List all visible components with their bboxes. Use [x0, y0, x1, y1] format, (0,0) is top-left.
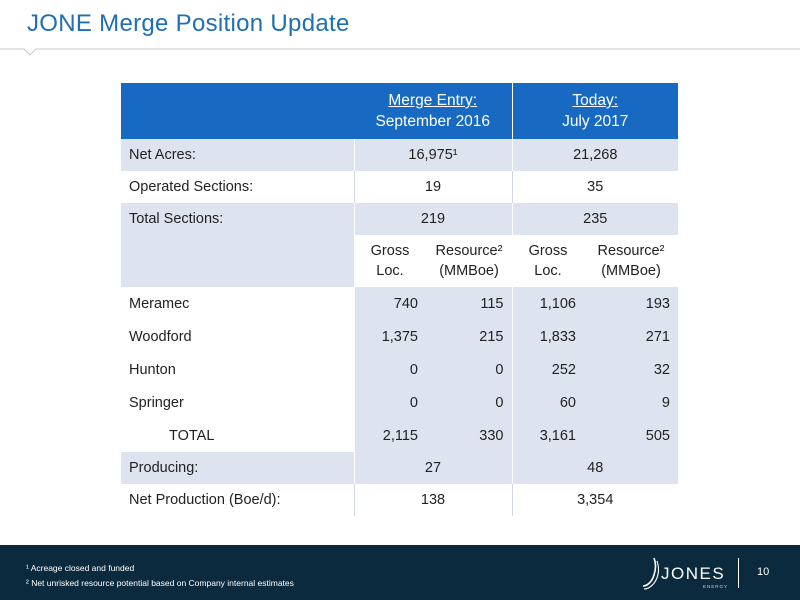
row-label: Operated Sections:: [129, 179, 254, 195]
header-merge-entry-label: Merge Entry:: [388, 92, 478, 109]
subheader-text: (MMBoe): [439, 263, 499, 279]
header-today-date: July 2017: [562, 113, 629, 130]
page-number: 10: [757, 566, 770, 578]
header-merge-entry-date: September 2016: [375, 113, 491, 130]
cell-gross-2016: 1,375: [353, 320, 426, 353]
table-row: Springer 0 0 60 9: [121, 386, 678, 419]
table-row: Total Sections: 219 235: [121, 203, 678, 235]
subheader-text: Loc.: [534, 263, 562, 279]
table-row: Hunton 0 0 252 32: [121, 353, 678, 386]
company-logo: JONES ENERGY: [640, 555, 729, 591]
logo-wordmark: JONES: [661, 564, 726, 583]
cell-2017: 3,354: [511, 484, 678, 516]
cell-2017: 21,268: [511, 139, 678, 171]
logo-subtitle: ENERGY: [703, 584, 729, 589]
cell-gross-2017: 1,833: [511, 320, 584, 353]
row-label: Total Sections:: [121, 203, 354, 235]
cell-gross-2017: 1,106: [511, 287, 584, 320]
subheader-row: Gross Loc. Resource² (MMBoe) Gross Loc. Res…: [121, 235, 678, 287]
header-today: Today: July 2017: [511, 83, 678, 139]
subheader-gross-2016: Gross Loc.: [354, 235, 426, 287]
subheader-text: Resource²: [597, 243, 665, 259]
footer-bar: [0, 545, 800, 600]
footer-divider: [738, 558, 739, 588]
cell-2016: 219: [353, 203, 512, 235]
table-row: Net Acres: 16,975¹ 21,268: [121, 139, 678, 171]
cell-2016: 27: [353, 452, 512, 484]
cell-resource-2017: 193: [584, 287, 678, 320]
cell-gross-2016: 740: [353, 287, 426, 320]
title-divider: [0, 48, 800, 56]
cell-gross-2017: 252: [511, 353, 584, 386]
cell-resource-2017: 32: [584, 353, 678, 386]
subheader-blank-cell: [121, 235, 354, 287]
cell-gross-2016: 0: [353, 386, 426, 419]
header-today-label: Today:: [572, 92, 619, 109]
cell-resource-2017: 9: [584, 386, 678, 419]
cell-2016: 16,975¹: [353, 139, 512, 171]
table-row-total: TOTAL 2,115 330 3,161 505: [121, 419, 678, 452]
row-label: TOTAL: [121, 419, 354, 452]
logo-swirl-icon: [642, 557, 659, 590]
row-label: Springer: [121, 386, 354, 419]
cell-resource-2016: 0: [426, 353, 512, 386]
row-label: Meramec: [121, 287, 354, 320]
subheader-resource-2017: Resource² (MMBoe): [584, 235, 678, 287]
cell-2017: 48: [511, 452, 678, 484]
table-row: Producing: 27 48: [121, 452, 678, 484]
subheader-text: Gross: [528, 243, 568, 259]
table-row: Woodford 1,375 215 1,833 271: [121, 320, 678, 353]
subheader-text: (MMBoe): [601, 263, 661, 279]
table-row: Operated Sections: 19 35: [121, 171, 678, 203]
row-label: Hunton: [121, 353, 354, 386]
cell-gross-2016: 2,115: [353, 419, 426, 452]
subheader-text: Gross: [370, 243, 410, 259]
row-label: Producing:: [121, 452, 354, 484]
header-merge-entry: Merge Entry: September 2016: [354, 83, 512, 139]
cell-resource-2016: 115: [426, 287, 512, 320]
subheader-gross-2017: Gross Loc.: [512, 235, 584, 287]
cell-resource-2016: 330: [426, 419, 512, 452]
table-row: Net Production (Boe/d): 138 3,354: [121, 484, 678, 516]
cell-2017: 235: [511, 203, 678, 235]
footnote-2: ² Net unrisked resource potential based …: [26, 578, 294, 588]
cell-2017: 35: [511, 171, 678, 203]
cell-2016: 19: [353, 171, 512, 203]
header-blank-cell: [121, 83, 354, 139]
row-label: Net Acres:: [121, 139, 354, 171]
footnote-1: ¹ Acreage closed and funded: [26, 563, 135, 573]
cell-resource-2017: 271: [584, 320, 678, 353]
cell-resource-2016: 215: [426, 320, 512, 353]
table-header-row: Merge Entry: September 2016 Today: July …: [121, 83, 678, 139]
subheader-text: Resource²: [435, 243, 503, 259]
row-label: Net Production (Boe/d):: [129, 492, 281, 508]
cell-resource-2016: 0: [426, 386, 512, 419]
cell-gross-2017: 3,161: [511, 419, 584, 452]
position-table: Merge Entry: September 2016 Today: July …: [121, 83, 678, 516]
page-title: JONE Merge Position Update: [27, 10, 350, 37]
table-row: Meramec 740 115 1,106 193: [121, 287, 678, 320]
cell-gross-2016: 0: [353, 353, 426, 386]
cell-gross-2017: 60: [511, 386, 584, 419]
cell-2016: 138: [353, 484, 512, 516]
cell-resource-2017: 505: [584, 419, 678, 452]
subheader-resource-2016: Resource² (MMBoe): [426, 235, 512, 287]
subheader-text: Loc.: [376, 263, 404, 279]
row-label: Woodford: [121, 320, 354, 353]
